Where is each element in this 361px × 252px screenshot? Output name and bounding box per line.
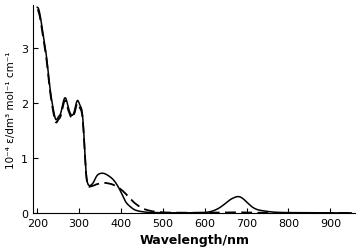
Y-axis label: 10⁻⁴ ε/dm³ mol⁻¹ cm⁻¹: 10⁻⁴ ε/dm³ mol⁻¹ cm⁻¹ [5, 51, 16, 168]
X-axis label: Wavelength/nm: Wavelength/nm [139, 234, 249, 246]
